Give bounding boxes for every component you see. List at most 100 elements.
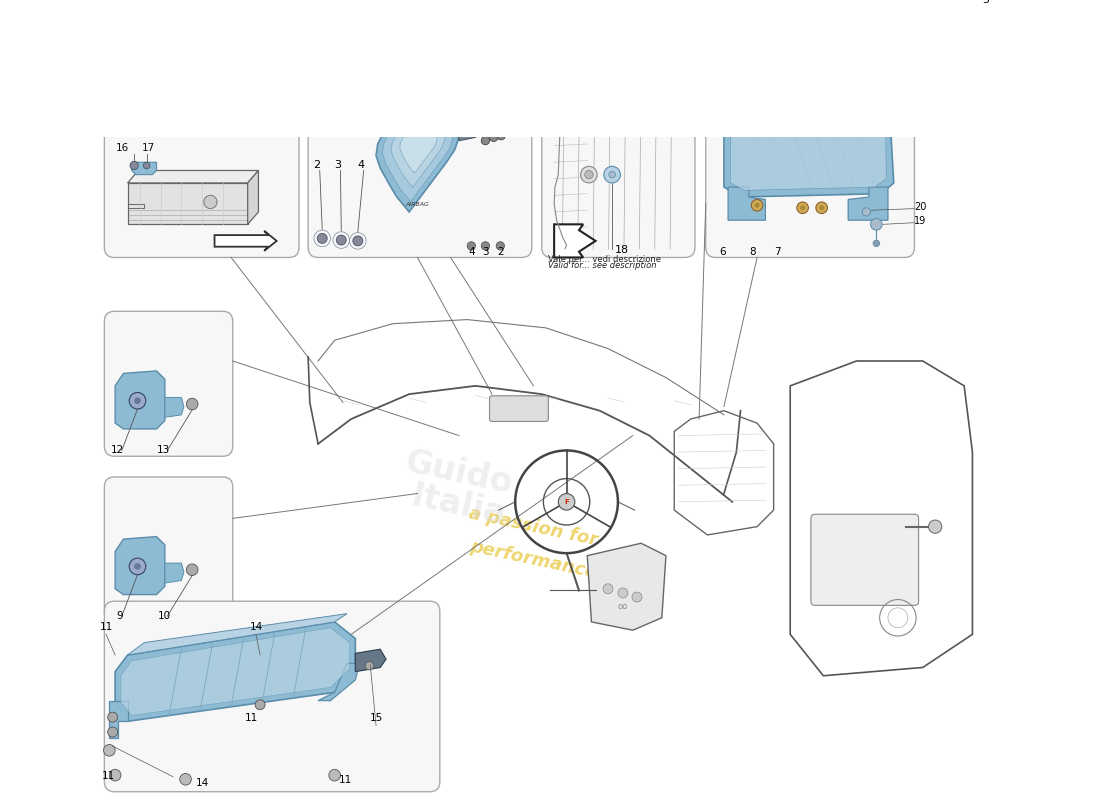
- Text: 19: 19: [914, 216, 926, 226]
- Circle shape: [800, 206, 805, 210]
- Text: 7: 7: [773, 247, 780, 257]
- Text: 9: 9: [116, 611, 122, 622]
- Circle shape: [179, 774, 191, 785]
- Polygon shape: [318, 663, 360, 701]
- Text: 2: 2: [497, 247, 504, 257]
- Polygon shape: [214, 231, 277, 251]
- FancyBboxPatch shape: [308, 0, 531, 258]
- Circle shape: [581, 166, 597, 183]
- Circle shape: [108, 727, 118, 737]
- FancyBboxPatch shape: [811, 514, 918, 606]
- Text: 3: 3: [334, 160, 341, 170]
- Circle shape: [143, 162, 150, 169]
- Polygon shape: [459, 127, 478, 141]
- Circle shape: [497, 131, 505, 140]
- Text: 8: 8: [749, 247, 756, 257]
- Text: 6: 6: [719, 247, 726, 257]
- Text: 4: 4: [468, 247, 474, 257]
- Text: 14: 14: [196, 778, 209, 788]
- Text: 5: 5: [982, 0, 989, 5]
- Circle shape: [130, 162, 139, 170]
- Text: AIRBAG: AIRBAG: [406, 202, 429, 207]
- Polygon shape: [355, 650, 386, 672]
- Polygon shape: [121, 628, 350, 715]
- Text: 17: 17: [142, 143, 155, 154]
- Circle shape: [482, 242, 490, 250]
- Polygon shape: [116, 371, 165, 429]
- Circle shape: [186, 398, 198, 410]
- Text: 11: 11: [99, 622, 112, 632]
- Circle shape: [632, 592, 642, 602]
- Polygon shape: [728, 187, 766, 220]
- Text: Guido: Guido: [402, 446, 516, 500]
- Polygon shape: [724, 96, 893, 197]
- Polygon shape: [383, 114, 453, 202]
- Polygon shape: [848, 187, 888, 220]
- Circle shape: [129, 558, 146, 574]
- Polygon shape: [128, 183, 248, 224]
- Circle shape: [796, 202, 808, 214]
- Circle shape: [585, 170, 593, 178]
- Circle shape: [317, 234, 327, 243]
- FancyBboxPatch shape: [104, 477, 233, 622]
- Circle shape: [134, 398, 141, 404]
- Text: oo: oo: [618, 602, 628, 611]
- Text: 16: 16: [116, 143, 129, 154]
- Circle shape: [468, 242, 475, 250]
- Text: 12: 12: [111, 445, 124, 455]
- Circle shape: [618, 588, 628, 598]
- Circle shape: [365, 662, 374, 670]
- FancyBboxPatch shape: [541, 0, 695, 258]
- Circle shape: [129, 393, 146, 409]
- FancyBboxPatch shape: [104, 0, 299, 258]
- Text: 10: 10: [158, 611, 172, 622]
- Text: 3: 3: [482, 247, 488, 257]
- Circle shape: [603, 584, 613, 594]
- Polygon shape: [730, 104, 887, 190]
- Circle shape: [186, 564, 198, 575]
- Text: F: F: [564, 499, 569, 505]
- Circle shape: [870, 218, 882, 230]
- Circle shape: [862, 208, 870, 216]
- Circle shape: [337, 235, 346, 245]
- Circle shape: [816, 202, 827, 214]
- Polygon shape: [587, 543, 665, 630]
- Circle shape: [820, 206, 824, 210]
- Polygon shape: [165, 398, 184, 418]
- Circle shape: [608, 171, 615, 178]
- Polygon shape: [132, 162, 156, 174]
- Text: Vale per... vedi descrizione: Vale per... vedi descrizione: [548, 254, 661, 264]
- Polygon shape: [399, 126, 437, 173]
- Circle shape: [482, 137, 490, 145]
- Text: 20: 20: [914, 202, 927, 212]
- FancyBboxPatch shape: [104, 311, 233, 456]
- Circle shape: [928, 520, 942, 534]
- Polygon shape: [165, 563, 184, 583]
- Circle shape: [329, 770, 340, 781]
- Circle shape: [103, 745, 116, 756]
- FancyBboxPatch shape: [104, 602, 440, 792]
- Polygon shape: [392, 120, 446, 187]
- Text: 15: 15: [370, 714, 383, 723]
- Polygon shape: [128, 614, 348, 655]
- Text: 11: 11: [339, 775, 352, 786]
- Text: Valid for... see description: Valid for... see description: [548, 262, 657, 270]
- Circle shape: [134, 563, 141, 570]
- Polygon shape: [128, 170, 258, 183]
- Circle shape: [109, 770, 121, 781]
- Polygon shape: [109, 701, 128, 738]
- Polygon shape: [248, 170, 258, 224]
- Text: 14: 14: [250, 622, 263, 632]
- Circle shape: [108, 712, 118, 722]
- Polygon shape: [376, 108, 459, 212]
- Circle shape: [751, 199, 763, 211]
- Circle shape: [490, 134, 498, 142]
- Text: 13: 13: [156, 445, 169, 455]
- Circle shape: [353, 236, 363, 246]
- Text: a passion for: a passion for: [468, 504, 600, 549]
- Text: 4: 4: [358, 160, 365, 170]
- Circle shape: [604, 166, 620, 183]
- Circle shape: [496, 242, 505, 250]
- FancyBboxPatch shape: [490, 396, 548, 422]
- Circle shape: [873, 240, 880, 246]
